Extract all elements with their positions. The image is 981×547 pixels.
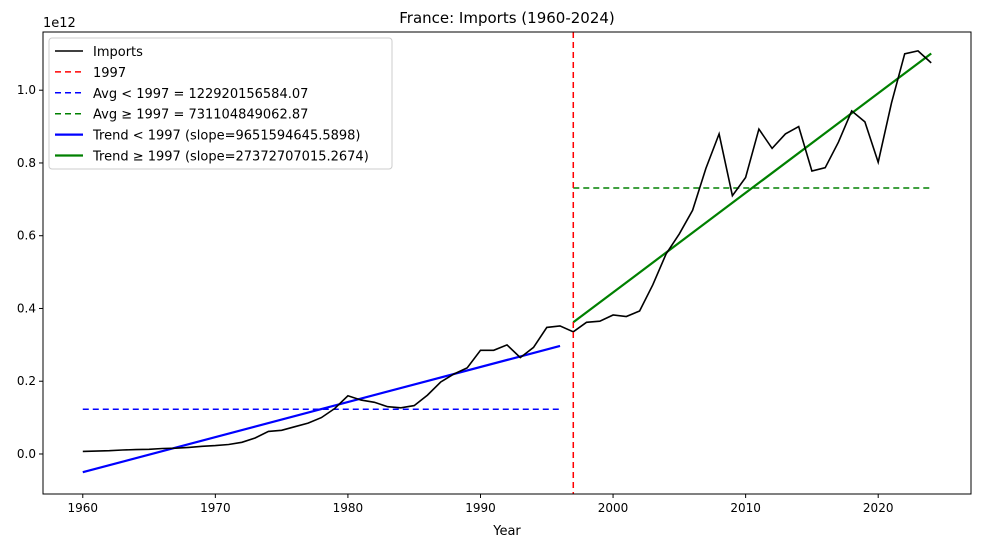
y-tick-label: 1.0 — [17, 83, 36, 97]
plot-lines — [82, 32, 932, 494]
x-tick-label: 1970 — [200, 501, 231, 515]
y-tick-label: 0.2 — [17, 374, 36, 388]
axis-ticks: 1960 1970 1980 1990 2000 2010 2020 0.0 0.2 0.4 0.6… — [17, 83, 894, 515]
x-axis-label: Year — [492, 524, 521, 539]
legend-label: Trend ≥ 1997 (slope=27372707015.2674) — [92, 150, 369, 165]
y-tick-label: 0.6 — [17, 229, 36, 243]
x-tick-label: 2020 — [863, 501, 894, 515]
legend-label: 1997 — [93, 66, 126, 81]
y-tick-label: 0.0 — [17, 447, 36, 461]
x-tick-label: 1990 — [465, 501, 496, 515]
legend: Imports 1997 Avg < 1997 = 122920156584.07 A… — [48, 37, 393, 170]
x-tick-label: 2000 — [598, 501, 629, 515]
legend-box — [48, 37, 393, 170]
x-tick-label: 2010 — [730, 501, 761, 515]
legend-label: Imports — [93, 45, 143, 60]
series-line — [82, 50, 932, 453]
y-offset-label: 1e12 — [43, 16, 76, 31]
y-tick-label: 0.4 — [17, 301, 36, 315]
legend-label: Avg ≥ 1997 = 731104849062.87 — [93, 108, 308, 123]
chart-title: France: Imports (1960-2024) — [399, 9, 615, 27]
y-tick-label: 0.8 — [17, 156, 36, 170]
trend-line — [572, 52, 932, 324]
legend-label: Trend < 1997 (slope=9651594645.5898) — [92, 129, 361, 144]
trend-line — [82, 344, 561, 474]
legend-label: Avg < 1997 = 122920156584.07 — [93, 87, 308, 102]
x-tick-label: 1960 — [67, 501, 98, 515]
plot-frame — [42, 31, 972, 495]
x-tick-label: 1980 — [333, 501, 364, 515]
